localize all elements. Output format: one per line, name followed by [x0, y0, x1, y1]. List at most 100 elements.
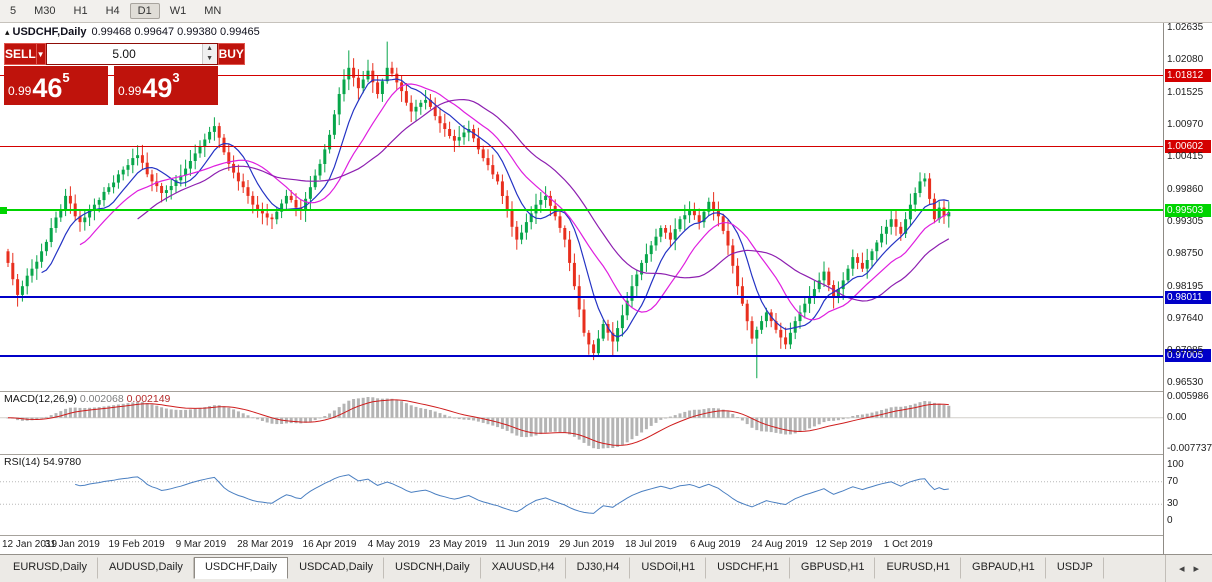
chart-tab-usdcad-daily[interactable]: USDCAD,Daily	[288, 557, 385, 579]
chart-tab-dj30-h4[interactable]: DJ30,H4	[566, 557, 631, 579]
line-anchor-marker[interactable]	[0, 206, 7, 214]
candlesticks-layer	[6, 41, 951, 379]
time-label: 9 Mar 2019	[175, 539, 227, 550]
rsi-axis-tick: 100	[1167, 459, 1184, 470]
timeframe-button-mn[interactable]: MN	[204, 5, 222, 17]
volume-spinner: ▲ ▼	[201, 44, 217, 64]
chart-tab-usdoil-h1[interactable]: USDOil,H1	[630, 557, 707, 579]
price-chart-panel[interactable]: ▴ USDCHF,Daily 0.99468 0.99647 0.99380 0.9…	[0, 23, 1163, 391]
buy-button[interactable]: BUY	[217, 43, 245, 65]
macd-label: MACD(12,26,9) 0.002068 0.002149	[4, 393, 170, 405]
rsi-label: RSI(14) 54.9780	[4, 456, 81, 468]
price-tick: 1.02080	[1167, 54, 1204, 66]
chart-tab-xauusd-h4[interactable]: XAUUSD,H4	[481, 557, 566, 579]
bid-price-display[interactable]: 0.99 46 5	[4, 66, 108, 105]
timeframe-button-5[interactable]: 5	[10, 5, 17, 17]
trade-prices-row: 0.99 46 5 0.99 49 3	[4, 66, 230, 105]
chart-tab-usdcnh-daily[interactable]: USDCNH,Daily	[384, 557, 481, 579]
chart-tab-gbpaud-h1[interactable]: GBPAUD,H1	[961, 557, 1046, 579]
macd-panel[interactable]: MACD(12,26,9) 0.002068 0.002149	[0, 392, 1163, 454]
rsi-axis-tick: 30	[1167, 498, 1179, 510]
timeframe-button-w1[interactable]: W1	[169, 5, 187, 17]
time-label: 24 Aug 2019	[751, 539, 808, 550]
timeframe-button-m30[interactable]: M30	[34, 5, 56, 17]
price-tick: 1.00970	[1167, 118, 1204, 130]
volume-down-button[interactable]: ▼	[202, 54, 217, 64]
sell-button[interactable]: SELL	[4, 43, 37, 65]
ask-price-big-digits: 49	[142, 73, 173, 103]
time-label: 1 Oct 2019	[883, 539, 933, 550]
price-tick: 0.99305	[1167, 215, 1204, 227]
one-click-expand-icon[interactable]: ▴	[5, 27, 10, 37]
rsi-line	[75, 474, 949, 514]
horizontal-line-0.99503[interactable]	[0, 209, 1163, 212]
panel-separator[interactable]	[0, 391, 1212, 392]
time-label: 19 Feb 2019	[108, 539, 165, 550]
trade-buttons-row: SELL ▼ ▲ ▼ BUY	[4, 43, 245, 65]
time-label: 11 Jun 2019	[495, 539, 550, 550]
price-tick: 1.00415	[1167, 151, 1204, 163]
macd-main-value: 0.002068	[79, 393, 124, 405]
chart-tab-eurusd-daily[interactable]: EURUSD,Daily	[2, 557, 98, 579]
one-click-trading-panel: SELL ▼ ▲ ▼ BUY 0.99 46 5	[4, 43, 245, 105]
rsi-panel[interactable]: RSI(14) 54.9780	[0, 455, 1163, 535]
volume-up-button[interactable]: ▲	[202, 44, 217, 54]
macd-signal-value: 0.002149	[126, 393, 171, 405]
horizontal-line-1.00602[interactable]	[0, 145, 1163, 147]
tabs-scroll-controls: ◂ ▸	[1165, 555, 1212, 582]
candlestick-chart[interactable]	[0, 23, 1163, 391]
time-label: 31 Jan 2019	[44, 539, 100, 550]
timeframe-button-h4[interactable]: H4	[105, 5, 120, 17]
price-level-badge: 0.98011	[1165, 290, 1211, 304]
time-label: 23 May 2019	[429, 539, 488, 550]
time-label: 6 Aug 2019	[689, 539, 741, 550]
chart-tab-usdjp[interactable]: USDJP	[1046, 557, 1104, 579]
rsi-axis-tick: 70	[1167, 475, 1179, 487]
time-axis[interactable]: 12 Jan 2019 31 Jan 2019 19 Feb 2019 9 Mar 2…	[0, 536, 1163, 554]
bid-price-prefix: 0.99	[8, 84, 32, 98]
chart-tab-gbpusd-h1[interactable]: GBPUSD,H1	[790, 557, 876, 579]
chart-symbol-label: ▴ USDCHF,Daily 0.99468 0.99647 0.99380 0.9…	[5, 26, 260, 38]
price-tick: 0.98195	[1167, 280, 1204, 292]
price-level-badge: 1.01812	[1165, 69, 1211, 83]
chart-tab-usdchf-daily[interactable]: USDCHF,Daily	[193, 557, 289, 579]
time-label: 12 Jan 2019	[2, 539, 58, 550]
chart-tab-eurusd-h1[interactable]: EURUSD,H1	[875, 557, 962, 579]
panel-separator[interactable]	[0, 454, 1212, 455]
time-label: 28 Mar 2019	[237, 539, 294, 550]
rsi-chart	[0, 474, 1163, 514]
order-type-dropdown[interactable]: ▼	[36, 43, 46, 65]
timeframe-toolbar: 5 M30 H1 H4 D1 W1 MN	[0, 0, 1212, 23]
horizontal-line-0.98011[interactable]	[0, 296, 1163, 299]
time-label: 4 May 2019	[367, 539, 420, 550]
symbol-timeframe-text: USDCHF,Daily	[12, 26, 87, 38]
price-axis[interactable]: 1.01812 1.00602 0.99503 0.98011 0.97005 1.026…	[1163, 21, 1212, 554]
price-tick: 0.97085	[1167, 345, 1204, 357]
chart-tab-usdchf-h1[interactable]: USDCHF,H1	[706, 557, 790, 579]
chart-tab-audusd-daily[interactable]: AUDUSD,Daily	[98, 557, 194, 579]
tabs-scroll-left-button[interactable]: ◂	[1178, 563, 1185, 575]
panel-separator[interactable]	[0, 535, 1212, 536]
macd-histogram	[6, 397, 951, 449]
time-label: 18 Jul 2019	[625, 539, 677, 550]
chart-region: ▴ USDCHF,Daily 0.99468 0.99647 0.99380 0.9…	[0, 21, 1212, 554]
ask-price-pip-digit: 3	[172, 70, 180, 85]
macd-axis-tick: -0.007737	[1167, 443, 1212, 454]
price-tick: 1.02635	[1167, 21, 1204, 33]
timeframe-button-d1[interactable]: D1	[129, 3, 160, 19]
price-tick: 0.96530	[1167, 377, 1204, 389]
timeframe-button-h1[interactable]: H1	[73, 5, 88, 17]
horizontal-line-0.97005[interactable]	[0, 354, 1163, 357]
time-label: 12 Sep 2019	[815, 539, 873, 550]
tabs-scroll-right-button[interactable]: ▸	[1193, 563, 1200, 575]
bid-price-big-digits: 46	[32, 73, 63, 103]
ask-price-prefix: 0.99	[118, 84, 142, 98]
moving-average-lines	[41, 78, 950, 338]
price-level-badge: 1.00602	[1165, 139, 1211, 153]
price-tick: 0.97640	[1167, 312, 1204, 324]
horizontal-line-1.01812[interactable]	[0, 75, 1163, 77]
ask-price-display[interactable]: 0.99 49 3	[114, 66, 218, 105]
macd-axis-tick: 0.005986	[1167, 391, 1209, 402]
volume-input[interactable]	[46, 44, 202, 64]
